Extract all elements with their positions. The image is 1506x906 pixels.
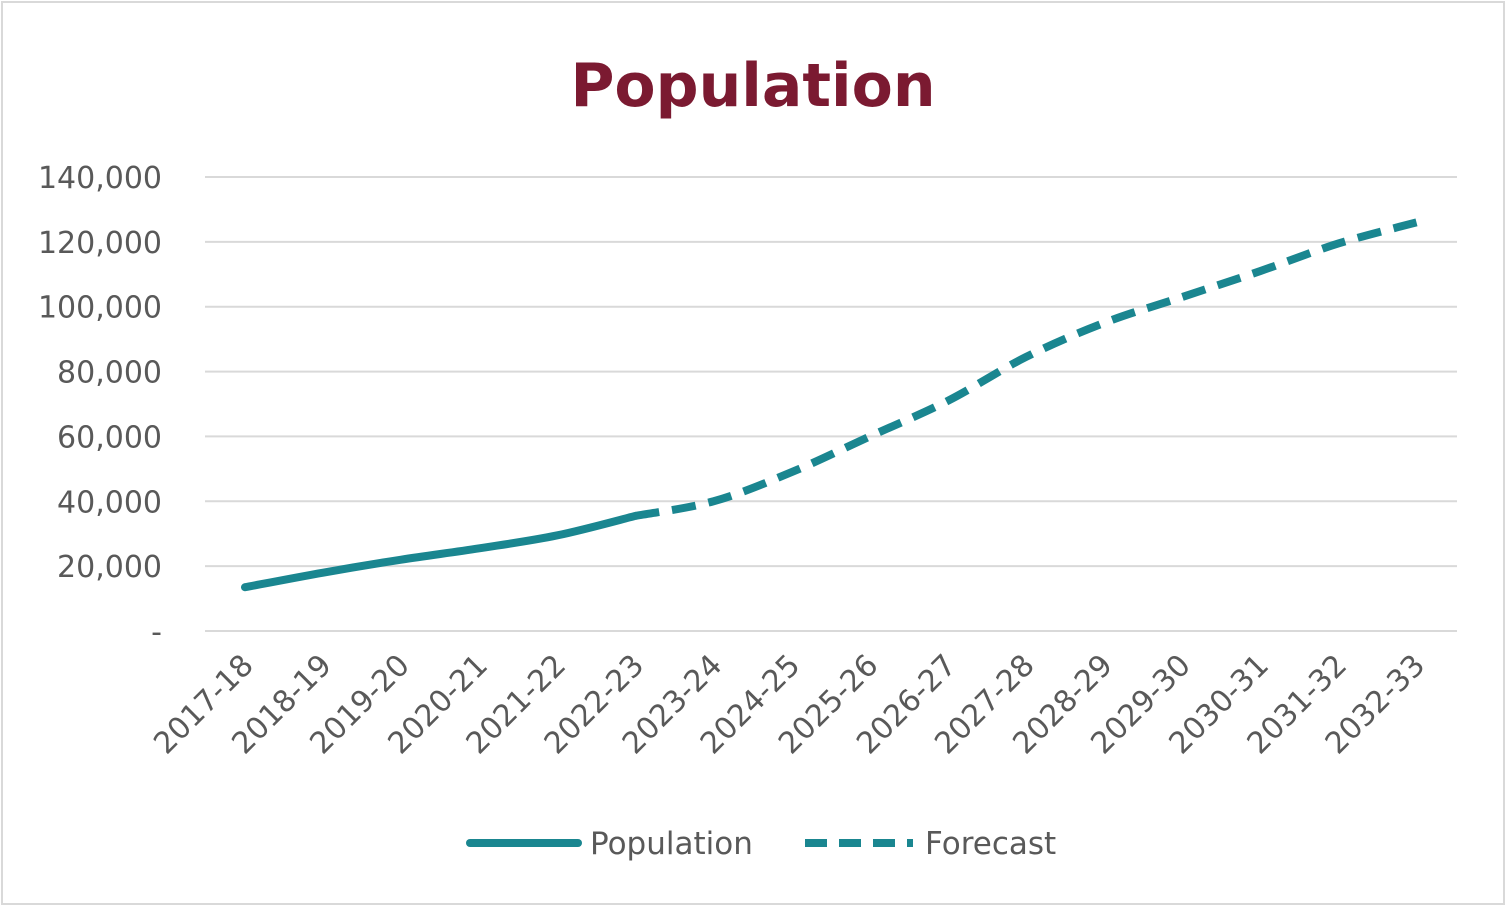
y-tick-label: 40,000 <box>57 485 162 520</box>
legend: Population Forecast <box>466 826 1056 862</box>
y-tick-label: 120,000 <box>38 226 162 261</box>
y-tick-label: 140,000 <box>38 161 162 196</box>
legend-forecast-label: Forecast <box>925 826 1056 862</box>
y-tick-label: - <box>151 615 162 650</box>
y-tick-label: 60,000 <box>57 420 162 455</box>
legend-population-label: Population <box>590 826 753 862</box>
series-line-population <box>241 511 640 592</box>
series-line-forecast <box>634 218 1418 520</box>
y-tick-label: 80,000 <box>57 356 162 391</box>
y-axis-tick-labels: - 20,000 40,000 60,000 80,000 100,000 120,000 1… <box>38 161 162 650</box>
y-tick-label: 20,000 <box>57 550 162 585</box>
chart-title: Population <box>570 51 935 121</box>
series-lines <box>241 218 1418 592</box>
y-tick-label: 100,000 <box>38 291 162 326</box>
grid-lines <box>205 176 1457 632</box>
x-axis-tick-labels: 2017-182018-192019-202020-212021-222022-… <box>147 648 1432 761</box>
